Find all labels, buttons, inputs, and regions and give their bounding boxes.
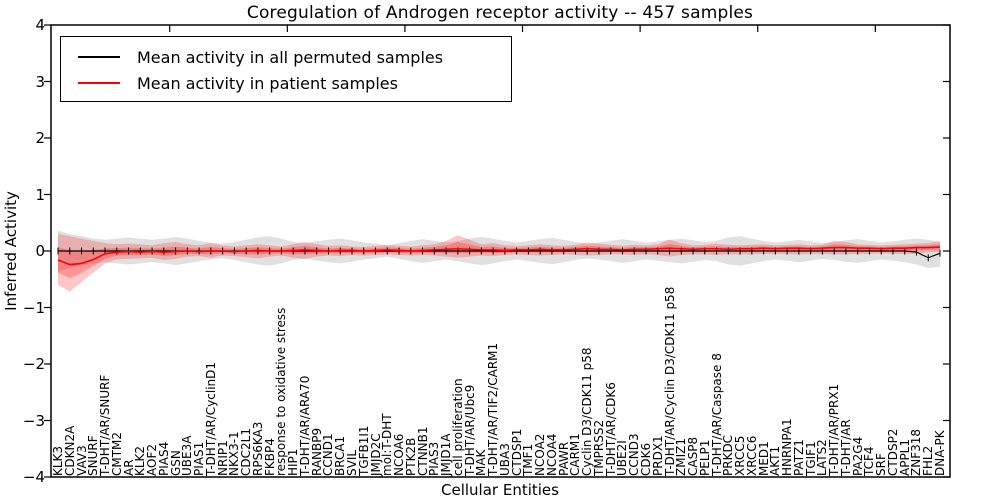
x-tick-label: PELP1 [697, 439, 712, 476]
patient-line-sample [78, 82, 120, 84]
legend-box: Mean activity in all permuted samples Me… [60, 36, 512, 102]
x-tick-label: DNA-PK [933, 430, 947, 476]
x-tick-label: TGFB1I1 [356, 425, 371, 476]
legend-item-permuted: Mean activity in all permuted samples [61, 44, 511, 70]
chart-title: Coregulation of Androgen receptor activi… [246, 3, 754, 23]
y-tick-label: 4 [35, 16, 45, 34]
y-tick-label: −3 [22, 411, 45, 430]
y-tick-label: −4 [22, 468, 45, 486]
x-tick-label: CDKN2A [62, 425, 77, 476]
legend-item-patient: Mean activity in patient samples [61, 70, 511, 96]
legend-label-patient: Mean activity in patient samples [137, 73, 398, 93]
permuted-line-sample [78, 56, 120, 58]
y-tick-label: 1 [35, 185, 45, 204]
y-tick-label: 2 [35, 129, 45, 147]
x-tick-label: PRDX1 [650, 435, 665, 476]
x-tick-label: PTK2B [403, 437, 418, 476]
y-tick-label: −1 [22, 298, 45, 317]
y-axis-title: Inferred Activity [2, 191, 20, 311]
patient-mean-line [57, 246, 941, 266]
x-axis-title: Cellular Entities [441, 481, 559, 499]
x-tick-label: CMTM2 [109, 431, 124, 476]
y-tick-label: 0 [35, 242, 45, 260]
y-tick-label: 3 [35, 72, 45, 91]
y-tick-label: −2 [22, 355, 45, 373]
legend-label-permuted: Mean activity in all permuted samples [137, 47, 444, 67]
